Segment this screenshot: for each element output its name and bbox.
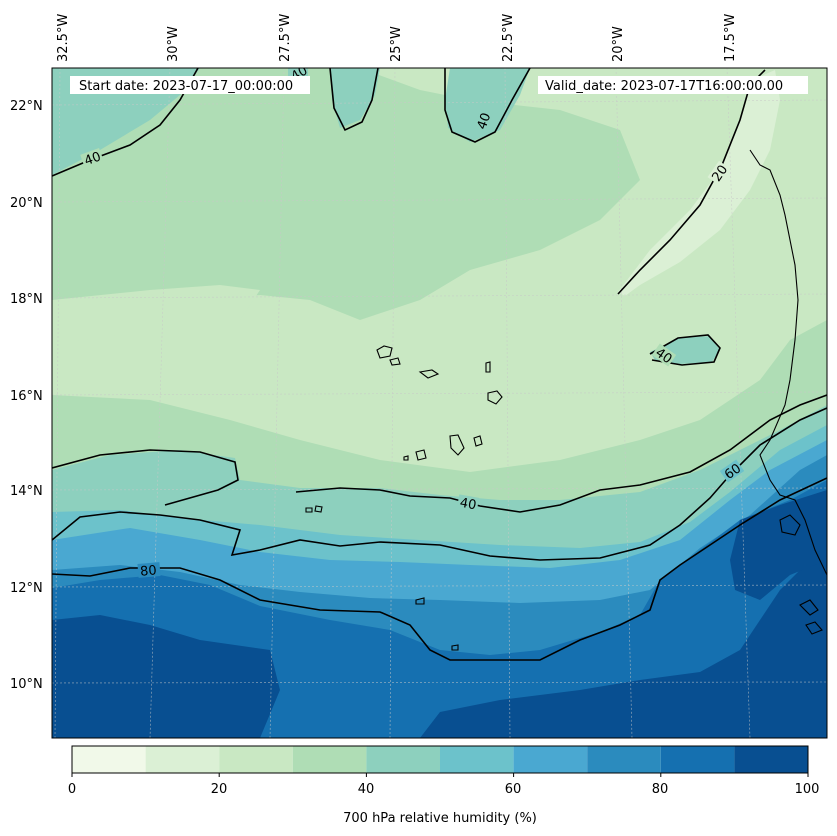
valid-date-label: Valid_date: 2023-07-17T16:00:00.00 <box>545 79 783 94</box>
island-fogo <box>415 449 427 461</box>
colorbar-segment-80-90 <box>660 746 735 773</box>
lat-tick-22n: 22°N <box>10 99 43 114</box>
contour-40-south <box>295 394 827 513</box>
lon-tick-30w: 30°W <box>166 26 181 62</box>
colorbar-tick-0: 0 <box>68 782 76 797</box>
contour-40-north-b <box>444 68 531 143</box>
lat-tick-18n: 18°N <box>10 292 43 307</box>
colorbar-segment-50-60 <box>440 746 514 773</box>
start-date-box <box>70 76 310 94</box>
colorbar-segment-0-10 <box>72 746 146 773</box>
colorbar-segment-20-30 <box>219 746 293 773</box>
colorbar-segment-30-40 <box>292 746 367 773</box>
lat-tick-10n: 10°N <box>10 677 43 692</box>
island-maio <box>473 435 483 447</box>
humidity-band-90-100-west <box>52 615 280 738</box>
contour-label-40-nw: 40 <box>82 149 103 169</box>
coastlines <box>305 149 827 651</box>
lon-tick-17.5w: 17.5°W <box>723 14 738 62</box>
island-sao-vicente <box>389 357 401 366</box>
contour-40-east-blob <box>649 334 721 366</box>
island-small-a <box>305 507 313 513</box>
colorbar-segment-70-80 <box>587 746 661 773</box>
island-small-c <box>415 597 425 605</box>
valid-date-box <box>538 76 808 94</box>
colorbar-tick-20: 20 <box>211 782 228 797</box>
contour-label-40-ne: 40 <box>475 111 495 132</box>
contour-lines <box>52 68 827 661</box>
colorbar-tick-80: 80 <box>652 782 669 797</box>
colorbar-tick-40: 40 <box>358 782 375 797</box>
island-bijagos-c <box>805 621 823 635</box>
humidity-band-90-100-south <box>420 560 827 738</box>
lon-tick-32.5w: 32.5°W <box>56 14 71 62</box>
lat-tick-16n: 16°N <box>10 389 43 404</box>
island-sal <box>485 361 491 373</box>
humidity-band-40-50-northwest <box>52 68 200 175</box>
colorbar-segment-10-20 <box>145 746 220 773</box>
humidity-band-10-20 <box>618 70 780 296</box>
humidity-band-20-30-northwest <box>52 285 260 345</box>
lat-tick-14n: 14°N <box>10 484 43 499</box>
map-panel: 40 40 40 20 40 40 60 80 <box>52 68 827 738</box>
colorbar-segment-60-70 <box>513 746 588 773</box>
humidity-band-90-100-east <box>730 490 827 600</box>
contour-80 <box>52 477 827 661</box>
colorbar-ticks: 0 20 40 60 80 100 <box>68 782 820 797</box>
island-sao-nicolau <box>418 369 440 379</box>
map-frame <box>51 67 828 739</box>
colorbar-tick-100: 100 <box>795 782 820 797</box>
island-brava <box>403 455 409 461</box>
contour-label-40-s: 40 <box>459 496 478 514</box>
lat-tick-12n: 12°N <box>10 581 43 596</box>
colorbar-label: 700 hPa relative humidity (%) <box>343 811 537 826</box>
lon-tick-25w: 25°W <box>389 26 404 62</box>
island-bijagos-b <box>799 599 819 616</box>
colorbar-frame <box>71 745 809 774</box>
colorbar-segment-90-100 <box>734 746 808 773</box>
colorbar-segment-40-50 <box>366 746 440 773</box>
lon-tick-27.5w: 27.5°W <box>278 14 293 62</box>
lon-tick-22.5w: 22.5°W <box>501 14 516 62</box>
humidity-band-40-50-north-b <box>445 68 530 142</box>
island-bijagos-a <box>779 514 801 536</box>
island-small-b <box>314 505 323 513</box>
humidity-band-20-30 <box>52 68 827 472</box>
contour-60 <box>52 407 827 561</box>
island-small-d <box>451 644 459 651</box>
lat-tick-20n: 20°N <box>10 196 43 211</box>
contour-label-80: 80 <box>140 563 158 579</box>
africa-coast <box>749 149 827 576</box>
island-santo-antao <box>376 345 393 359</box>
lon-tick-20w: 20°W <box>611 26 626 62</box>
island-santiago <box>449 434 465 456</box>
colorbar-tick-60: 60 <box>505 782 522 797</box>
gridlines <box>52 68 827 738</box>
start-date-label: Start date: 2023-07-17_00:00:00 <box>79 79 293 94</box>
longitude-ticks: 32.5°W 30°W 27.5°W 25°W 22.5°W 20°W 17.5… <box>56 14 738 62</box>
island-boa-vista <box>487 390 503 405</box>
colorbar <box>71 745 809 777</box>
contour-40-north-a <box>329 68 379 132</box>
latitude-ticks: 22°N 20°N 18°N 16°N 14°N 12°N 10°N <box>10 99 43 692</box>
humidity-band-40-50-north-a <box>330 68 380 128</box>
contour-40-west-blob <box>52 449 239 506</box>
